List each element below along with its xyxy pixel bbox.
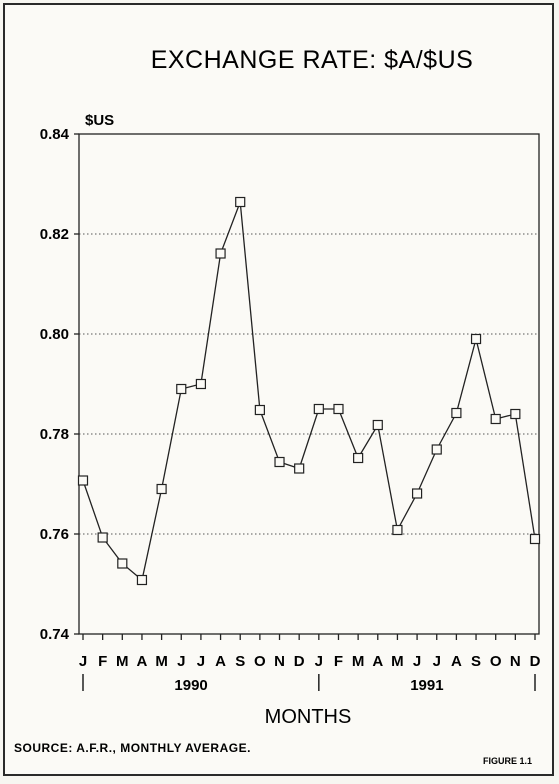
data-point xyxy=(294,463,305,474)
x-tick-label: A xyxy=(215,653,226,670)
data-point xyxy=(431,444,442,455)
x-tick-label: M xyxy=(352,653,365,670)
x-tick-label: F xyxy=(98,653,107,670)
x-tick-label: S xyxy=(471,653,481,670)
data-point xyxy=(274,456,285,468)
data-point xyxy=(215,248,226,259)
grid-lines xyxy=(79,233,539,535)
y-tick-label: 0.84 xyxy=(40,126,70,143)
y-tick-label: 0.80 xyxy=(40,326,69,343)
data-point xyxy=(313,403,324,415)
data-point xyxy=(411,488,423,499)
data-point xyxy=(333,403,344,415)
x-tick-label: J xyxy=(197,653,205,670)
data-point xyxy=(529,533,541,545)
x-tick-label: A xyxy=(372,653,383,670)
plot-frame xyxy=(78,133,540,635)
exchange-rate-chart: EXCHANGE RATE: $A/$US $US 0.740.760.780.… xyxy=(14,46,541,766)
data-markers xyxy=(77,196,541,586)
data-point xyxy=(235,196,246,208)
year-label: 1991 xyxy=(410,677,443,694)
x-tick-label: M xyxy=(116,653,129,670)
y-tick-label: 0.76 xyxy=(40,526,69,543)
y-tick-label: 0.82 xyxy=(40,226,69,243)
x-tick-label: J xyxy=(177,653,185,670)
x-tick-label: D xyxy=(294,653,305,670)
x-tick-label: D xyxy=(530,653,541,670)
x-tick-label: J xyxy=(79,653,87,670)
data-point xyxy=(136,574,148,586)
x-tick-label: J xyxy=(433,653,441,670)
x-tick-label: A xyxy=(451,653,462,670)
data-point xyxy=(451,407,462,419)
figure-page: EXCHANGE RATE: $A/$US $US 0.74 0.76 0.78 0.… xyxy=(3,3,554,776)
x-tick-label: N xyxy=(510,653,521,670)
series-line xyxy=(82,201,536,582)
data-point xyxy=(117,558,128,569)
data-point xyxy=(77,475,89,486)
x-tick-label: M xyxy=(391,653,404,670)
data-point xyxy=(254,404,265,416)
x-tick-label: J xyxy=(315,653,323,670)
x-tick-label: N xyxy=(274,653,285,670)
data-point xyxy=(510,408,521,420)
x-tick-label: O xyxy=(254,653,266,670)
y-axis-unit-label: $US xyxy=(85,112,114,129)
exchange-rate-line xyxy=(82,201,536,582)
chart-title: EXCHANGE RATE: $A/$US xyxy=(151,46,474,74)
x-tick-label: J xyxy=(413,653,421,670)
x-tick-label: A xyxy=(137,653,148,670)
x-tick-label: M xyxy=(155,653,168,670)
x-tick-label: O xyxy=(490,653,502,670)
data-point xyxy=(372,419,383,431)
y-tick-label: 0.74 xyxy=(40,626,70,643)
x-tick-label: F xyxy=(334,653,343,670)
year-label: 1990 xyxy=(174,677,207,694)
data-point xyxy=(490,413,501,425)
data-point xyxy=(156,483,167,495)
data-point xyxy=(97,532,108,543)
figure-number: FIGURE 1.1 xyxy=(483,756,532,766)
data-point xyxy=(392,524,403,536)
x-tick-label: S xyxy=(235,653,245,670)
y-axis-ticks: 0.74 0.76 0.78 0.80 0.82 0.84 xyxy=(40,126,79,643)
y-tick-label: 0.78 xyxy=(40,426,69,443)
data-point xyxy=(176,383,187,395)
x-axis-label: MONTHS xyxy=(265,706,352,728)
data-point xyxy=(195,378,207,390)
data-point xyxy=(470,333,482,345)
data-point xyxy=(353,452,364,464)
source-note: SOURCE: A.F.R., MONTHLY AVERAGE. xyxy=(14,741,251,755)
